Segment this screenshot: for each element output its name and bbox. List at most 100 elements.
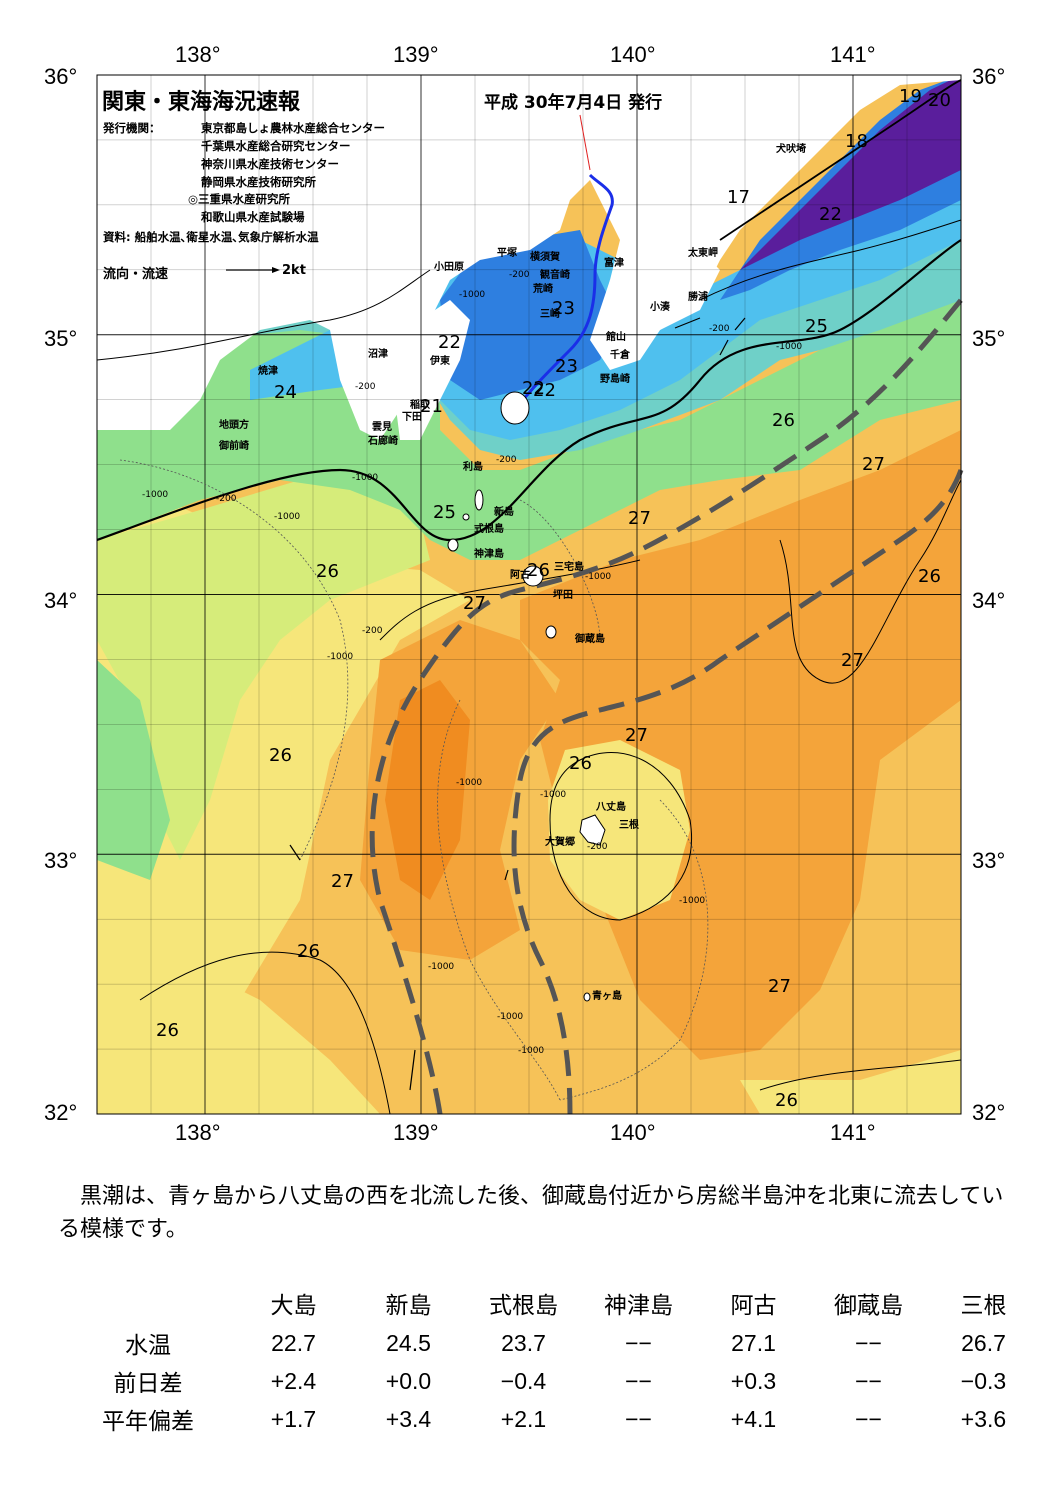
- place-kozushima: 神津島: [474, 549, 504, 560]
- place-kumomi: 雲見: [372, 422, 392, 433]
- place-odawara: 小田原: [434, 262, 464, 273]
- row-label-daily-diff: 前日差: [113, 1370, 183, 1396]
- isotherm-label: 22: [819, 204, 842, 225]
- issuer-tokyo: 東京都島しょ農林水産総合センター: [201, 121, 385, 135]
- depth-label: -200: [587, 842, 608, 852]
- isotherm-label: 20: [928, 90, 951, 111]
- place-hiratsuka: 平塚: [497, 248, 517, 259]
- depth-label: -1000: [327, 652, 354, 662]
- table-row: 前日差 +2.4 +0.0 −0.4 −− +0.3 −− −0.3: [60, 1362, 1041, 1400]
- depth-label: -1000: [776, 342, 803, 352]
- col-mitsune: 三根: [960, 1292, 1007, 1318]
- depth-label: -1000: [274, 512, 301, 522]
- lat-label-36-right: 36°: [972, 64, 1006, 89]
- hachijojima-island: [579, 814, 606, 846]
- isotherm-label: 22: [438, 332, 461, 353]
- aogashima-island: [583, 992, 591, 1002]
- lat-label-32-left: 32°: [44, 1100, 78, 1125]
- issue-date: 平成 30年7月4日 発行: [484, 93, 663, 113]
- isotherm-label: 26: [569, 753, 592, 774]
- table-cell: 22.7: [271, 1329, 316, 1356]
- table-cell: −−: [855, 1367, 882, 1394]
- issuer-label: 発行機関：: [103, 121, 161, 135]
- sea-condition-map: 138° 139° 140° 141° 138° 139° 140° 141° …: [44, 42, 1006, 1145]
- col-niijima: 新島: [385, 1292, 432, 1318]
- isotherm-label: 22: [533, 380, 556, 401]
- depth-label: -1000: [459, 290, 486, 300]
- lat-label-33-right: 33°: [972, 848, 1006, 873]
- place-okago: 大賀郷: [545, 837, 575, 848]
- isotherm-label: 27: [628, 508, 651, 529]
- flow-legend-label: 流向・流速: [103, 267, 169, 282]
- col-ako: 阿古: [730, 1292, 777, 1318]
- depth-label: -1000: [679, 896, 706, 906]
- place-omaezaki: 御前崎: [219, 441, 249, 452]
- place-tsubota: 坪田: [553, 590, 573, 601]
- place-mitsune: 三根: [619, 820, 639, 831]
- islands: [447, 391, 606, 1002]
- lon-label-139-top: 139°: [393, 42, 439, 67]
- map-graphic: [96, 74, 964, 1115]
- place-chikura: 千倉: [610, 350, 630, 361]
- place-yaizu: 焼津: [258, 366, 278, 377]
- table-cell: −0.3: [960, 1367, 1007, 1394]
- map-title: 関東・東海海況速報: [102, 90, 301, 115]
- table-cell: −−: [625, 1329, 652, 1356]
- depth-label: -1000: [456, 778, 483, 788]
- table-cell: 27.1: [731, 1329, 776, 1356]
- table-cell: 26.7: [961, 1329, 1006, 1356]
- place-misaki: 三崎: [540, 309, 560, 320]
- col-mikurajima: 御蔵島: [834, 1292, 903, 1318]
- isotherm-label: 25: [433, 502, 456, 523]
- isotherm-label: 27: [625, 725, 648, 746]
- col-kozushima: 神津島: [604, 1292, 673, 1318]
- place-yokosuka: 横須賀: [530, 252, 560, 263]
- niijima-island: [474, 489, 484, 511]
- depth-label: -200: [709, 324, 730, 334]
- lon-label-139-bottom: 139°: [393, 1120, 439, 1145]
- isotherm-label: 26: [775, 1090, 798, 1111]
- table-cell: +0.0: [385, 1367, 432, 1394]
- isotherm-label: 21: [420, 396, 443, 417]
- isotherm-label: 25: [805, 316, 828, 337]
- depth-label: -1000: [428, 962, 455, 972]
- issuer-mie: ◎三重県水産研究所: [188, 192, 291, 206]
- col-oshima: 大島: [270, 1292, 317, 1318]
- table-cell: +4.1: [730, 1405, 777, 1432]
- table-cell: +2.4: [270, 1367, 317, 1394]
- lon-label-140-bottom: 140°: [610, 1120, 656, 1145]
- table-row: 平年偏差 +1.7 +3.4 +2.1 −− +4.1 −− +3.6: [60, 1400, 1041, 1438]
- isotherm-label: 22: [522, 378, 545, 399]
- map-frame: [96, 74, 962, 1115]
- table-header-row: 大島 新島 式根島 神津島 阿古 御蔵島 三根: [60, 1282, 1041, 1324]
- lon-label-138-bottom: 138°: [175, 1120, 221, 1145]
- place-shikinejima: 式根島: [474, 524, 504, 535]
- issuer-shizuoka: 静岡県水産技術研究所: [201, 175, 316, 189]
- isotherm-label: 26: [527, 560, 550, 581]
- table-cell: +3.6: [960, 1405, 1007, 1432]
- survey-track: [513, 173, 614, 411]
- place-hachijojima: 八丈島: [596, 802, 626, 813]
- place-miyakejima: 三宅島: [554, 562, 584, 573]
- lat-label-32-right: 32°: [972, 1100, 1006, 1125]
- isotherm-label: 23: [555, 356, 578, 377]
- place-kannonzaki: 観音崎: [540, 270, 570, 281]
- lat-label-36-left: 36°: [44, 64, 78, 89]
- summary-text: 黒潮は、青ヶ島から八丈島の西を北流した後、御蔵島付近から房総半島沖を北東に流去し…: [58, 1184, 1004, 1242]
- place-irozaki: 石廊崎: [368, 436, 398, 447]
- depth-label: -200: [216, 494, 237, 504]
- sea-temperature-field: [97, 75, 961, 1114]
- lat-label-35-right: 35°: [972, 326, 1006, 351]
- place-nojimazaki: 野島崎: [600, 374, 630, 385]
- table-cell: +0.3: [730, 1367, 777, 1394]
- kozushima-island: [447, 538, 459, 552]
- place-aogashima: 青ヶ島: [592, 991, 622, 1002]
- isotherm-label: 26: [156, 1020, 179, 1041]
- place-ito: 伊東: [430, 356, 450, 367]
- depth-contours: [119, 459, 709, 1101]
- place-mikurajima: 御蔵島: [575, 634, 605, 645]
- lat-label-34-right: 34°: [972, 588, 1006, 613]
- row-label-water-temp: 水温: [125, 1332, 171, 1358]
- lon-label-141-bottom: 141°: [830, 1120, 876, 1145]
- place-futtsu: 富津: [604, 258, 624, 269]
